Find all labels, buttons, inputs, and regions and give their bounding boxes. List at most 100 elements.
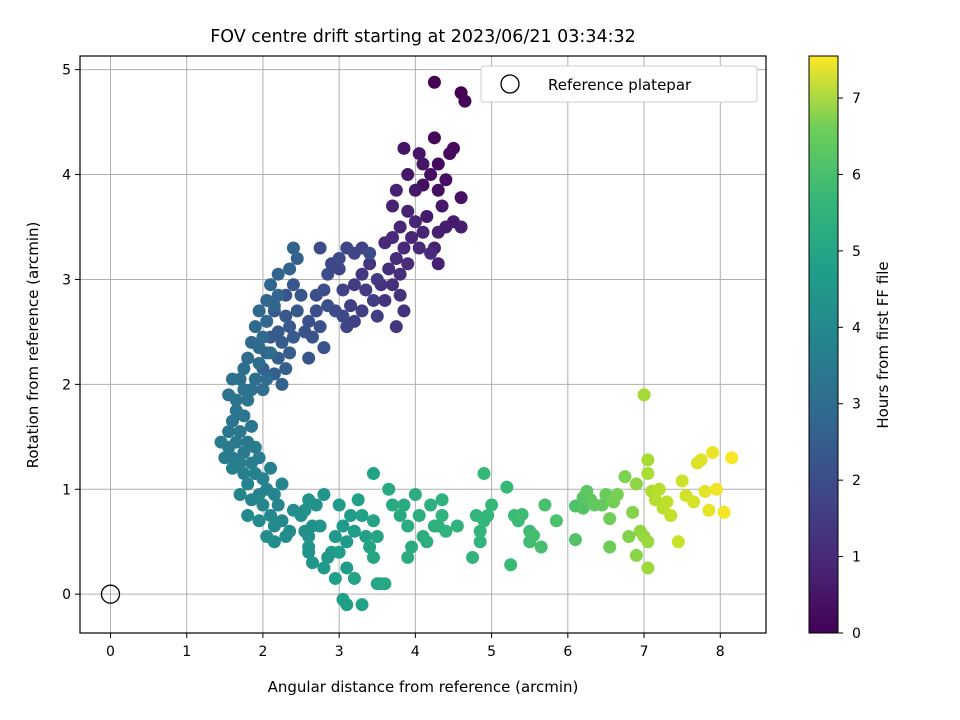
legend-box bbox=[480, 65, 758, 103]
data-point bbox=[416, 157, 430, 171]
data-point bbox=[290, 304, 304, 318]
data-point bbox=[344, 509, 358, 523]
data-point bbox=[412, 509, 426, 523]
data-point bbox=[500, 480, 514, 494]
data-point bbox=[603, 540, 617, 554]
data-point bbox=[237, 409, 251, 423]
data-point bbox=[454, 220, 468, 234]
data-point bbox=[439, 524, 453, 538]
x-tick-label: 8 bbox=[716, 644, 725, 660]
data-point bbox=[389, 251, 403, 265]
data-point bbox=[671, 535, 685, 549]
y-tick-label: 4 bbox=[62, 168, 71, 184]
data-point bbox=[302, 314, 316, 328]
data-point bbox=[302, 493, 316, 507]
data-point bbox=[481, 509, 495, 523]
data-point bbox=[340, 241, 354, 255]
data-point bbox=[328, 571, 342, 585]
data-point bbox=[264, 509, 278, 523]
data-point bbox=[271, 288, 285, 302]
data-point bbox=[416, 225, 430, 239]
data-point bbox=[340, 320, 354, 334]
data-point bbox=[256, 498, 270, 512]
data-point bbox=[420, 210, 434, 224]
data-point bbox=[355, 267, 369, 281]
data-point bbox=[260, 314, 274, 328]
colorbar-tick-label: 1 bbox=[852, 550, 861, 566]
data-point bbox=[256, 330, 270, 344]
data-point bbox=[252, 356, 266, 370]
data-point bbox=[629, 548, 643, 562]
data-point bbox=[225, 414, 239, 428]
data-point bbox=[408, 488, 422, 502]
colorbar-ticks: 0 1 2 3 4 5 6 7 bbox=[838, 91, 861, 642]
data-point bbox=[347, 278, 361, 292]
data-point bbox=[271, 267, 285, 281]
data-point bbox=[305, 330, 319, 344]
data-point bbox=[271, 498, 285, 512]
y-tick-label: 0 bbox=[62, 587, 71, 603]
y-axis: 0 1 2 3 4 5 bbox=[62, 63, 80, 603]
data-point bbox=[321, 299, 335, 313]
data-point bbox=[260, 529, 274, 543]
data-point bbox=[222, 425, 236, 439]
data-point bbox=[313, 320, 327, 334]
data-point bbox=[401, 550, 415, 564]
data-point bbox=[393, 509, 407, 523]
data-point bbox=[363, 540, 377, 554]
data-point bbox=[309, 288, 323, 302]
data-point bbox=[355, 509, 369, 523]
y-tick-label: 2 bbox=[62, 377, 71, 393]
data-point bbox=[332, 251, 346, 265]
colorbar-tick-label: 0 bbox=[852, 626, 861, 642]
data-point bbox=[626, 505, 640, 519]
data-point bbox=[332, 545, 346, 559]
data-point bbox=[641, 535, 655, 549]
data-point bbox=[458, 94, 472, 108]
data-point bbox=[431, 257, 445, 271]
data-point bbox=[431, 183, 445, 197]
data-point bbox=[660, 495, 674, 509]
data-point bbox=[393, 288, 407, 302]
data-point bbox=[576, 501, 590, 515]
data-point bbox=[424, 498, 438, 512]
data-point bbox=[637, 388, 651, 402]
chart-title: FOV centre drift starting at 2023/06/21 … bbox=[210, 27, 636, 47]
data-point bbox=[309, 304, 323, 318]
x-tick-label: 7 bbox=[640, 644, 649, 660]
x-tick-label: 2 bbox=[258, 644, 267, 660]
data-point bbox=[618, 470, 632, 484]
data-point bbox=[603, 512, 617, 526]
data-point bbox=[610, 488, 624, 502]
data-point bbox=[237, 467, 251, 481]
data-point bbox=[397, 241, 411, 255]
data-point bbox=[393, 220, 407, 234]
data-point bbox=[405, 230, 419, 244]
data-point bbox=[629, 477, 643, 491]
data-point bbox=[344, 299, 358, 313]
x-tick-label: 4 bbox=[411, 644, 420, 660]
data-point bbox=[393, 267, 407, 281]
data-point bbox=[286, 241, 300, 255]
data-point bbox=[245, 419, 258, 433]
x-tick-label: 5 bbox=[487, 644, 496, 660]
data-point bbox=[222, 388, 236, 402]
data-point bbox=[648, 493, 662, 507]
data-point bbox=[717, 505, 731, 519]
data-point bbox=[237, 383, 251, 397]
data-point bbox=[275, 477, 289, 491]
data-point bbox=[427, 75, 441, 89]
data-point bbox=[401, 257, 415, 271]
data-point bbox=[359, 283, 373, 297]
data-point bbox=[302, 351, 316, 365]
data-point bbox=[340, 561, 354, 575]
data-point bbox=[401, 204, 415, 218]
data-point bbox=[664, 509, 678, 523]
data-point bbox=[283, 262, 297, 276]
data-point bbox=[321, 267, 335, 281]
data-point bbox=[225, 372, 239, 386]
data-point bbox=[279, 362, 293, 376]
data-point bbox=[382, 262, 396, 276]
data-point bbox=[366, 514, 380, 528]
data-point bbox=[389, 320, 403, 334]
